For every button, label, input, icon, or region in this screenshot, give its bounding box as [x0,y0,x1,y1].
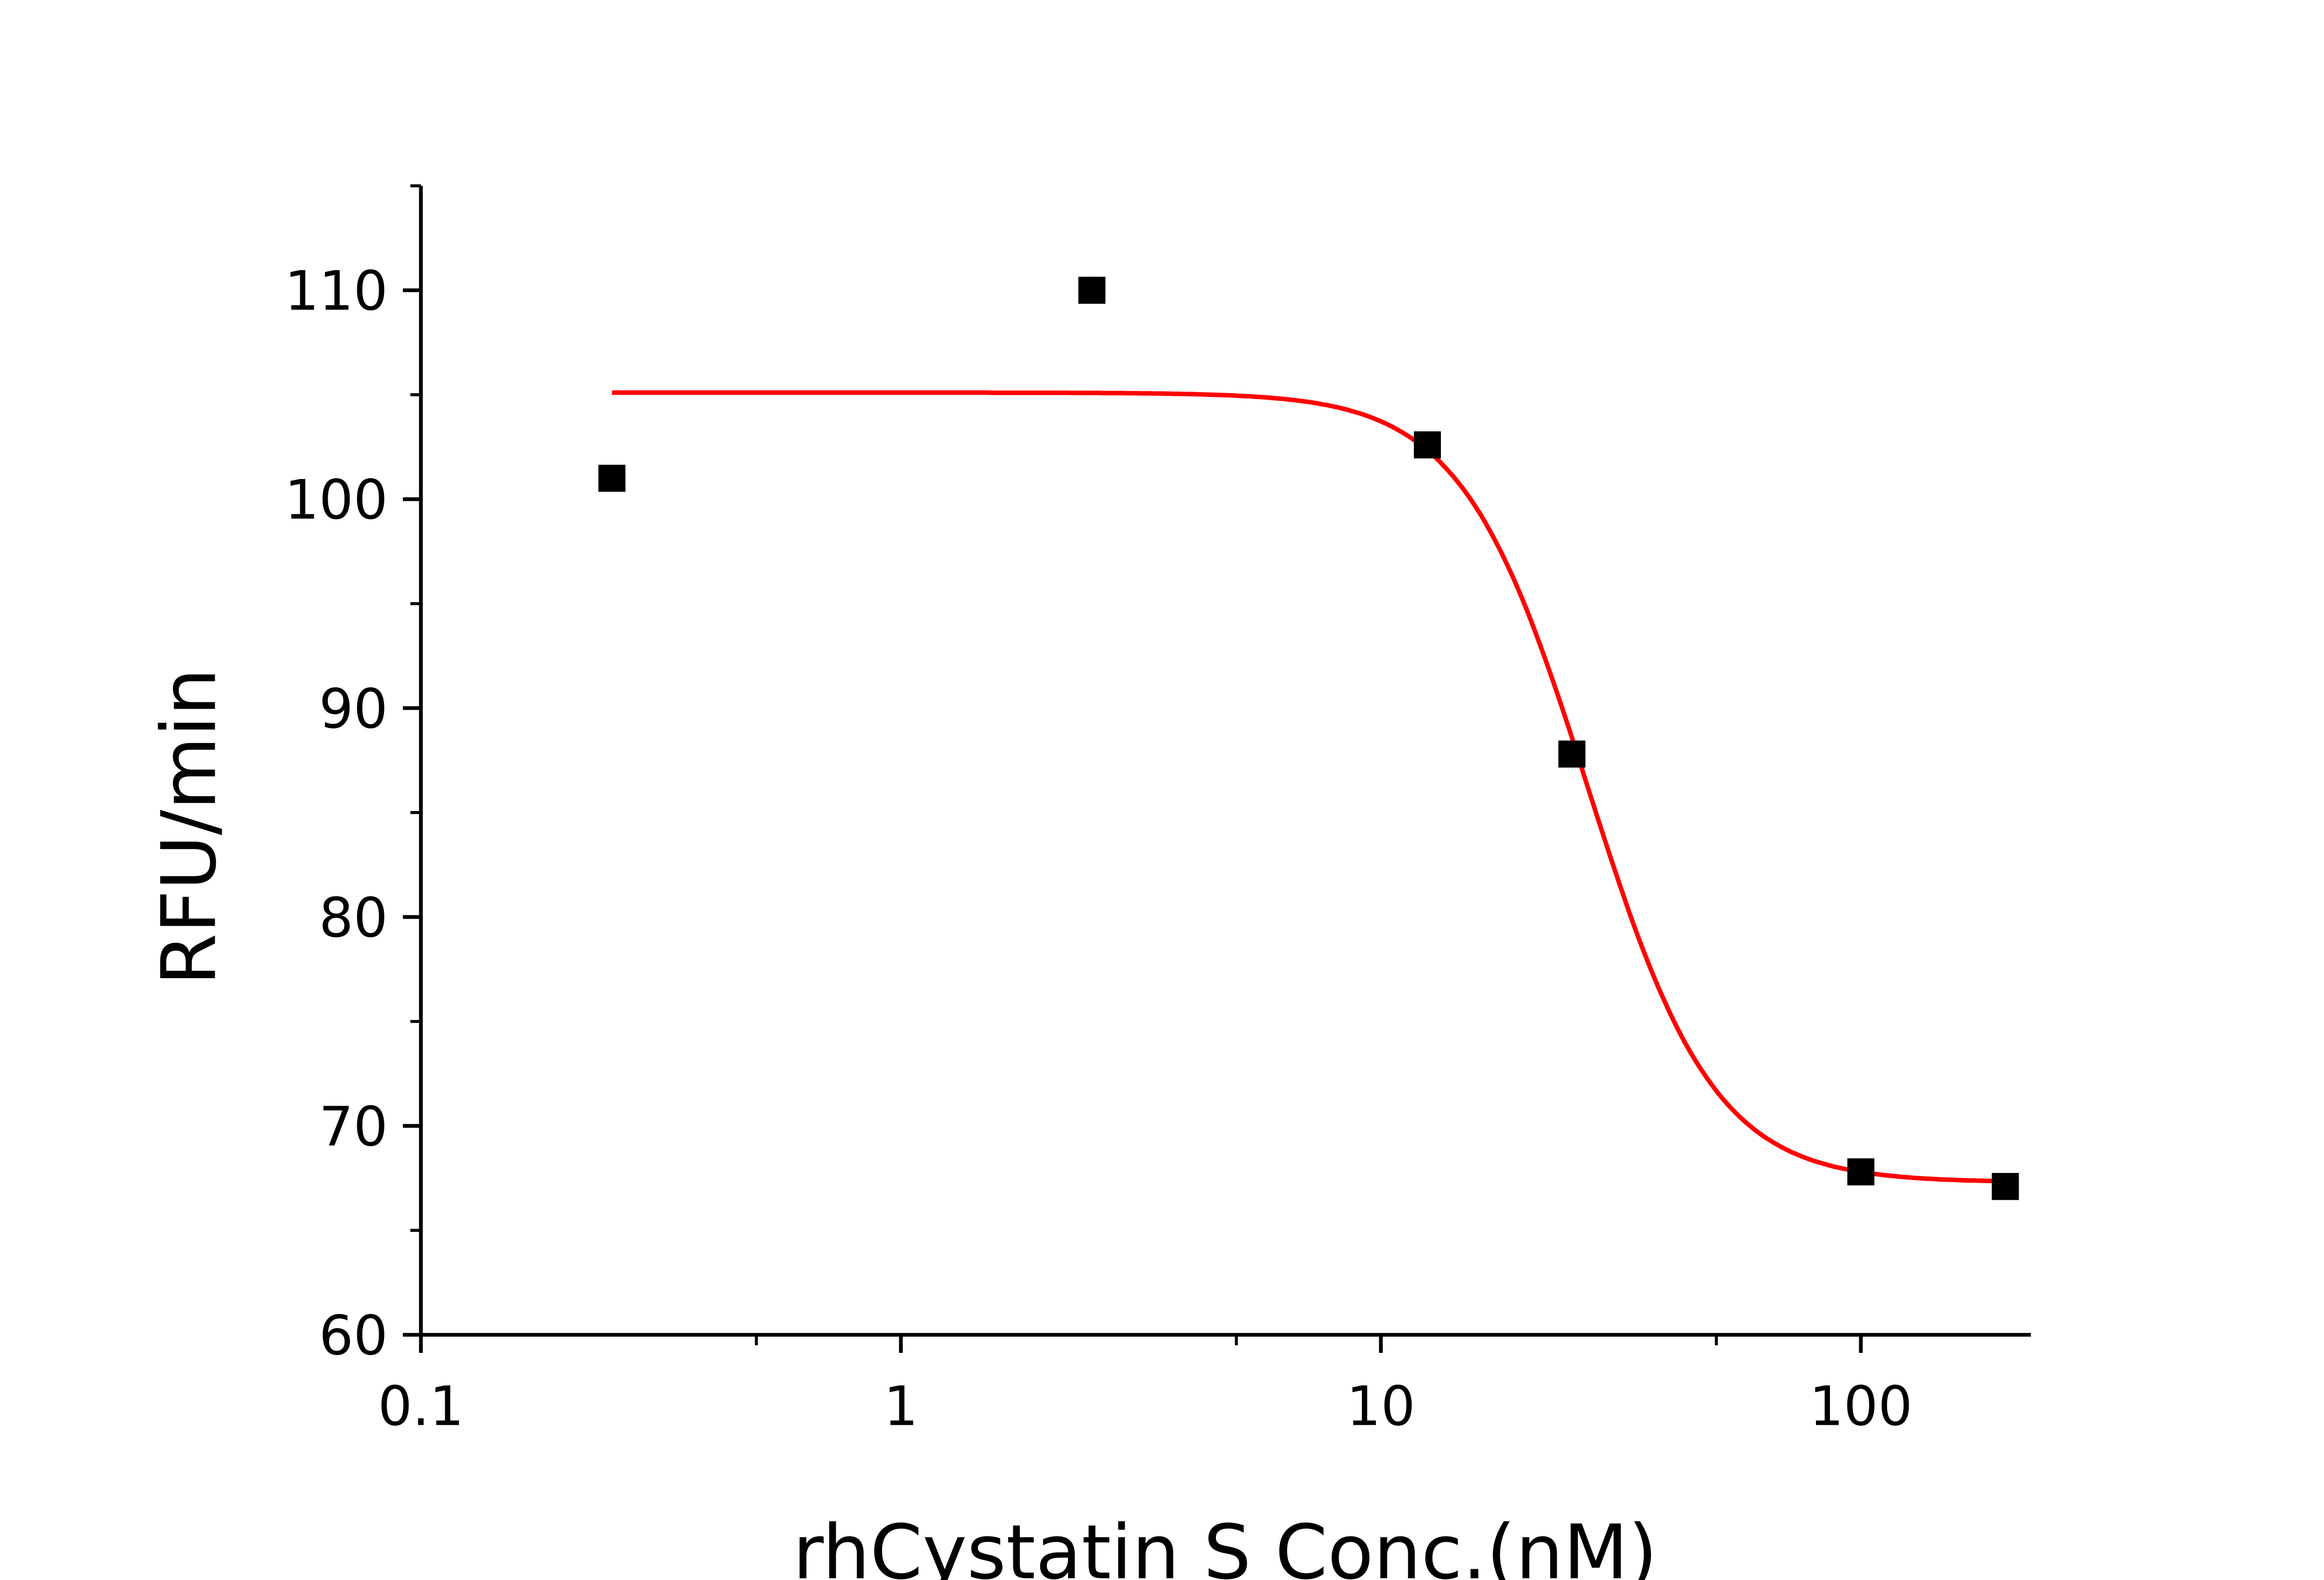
data-points [598,276,2019,1200]
data-point [1558,740,1585,768]
x-axis-label: rhCystatin S Conc.(nM) [793,1509,1657,1580]
data-point [1847,1158,1875,1185]
y-tick-label: 100 [284,469,388,532]
data-point [1078,276,1106,304]
y-axis-label: RFU/min [145,668,233,986]
fit-curve [612,390,2006,1184]
axes [419,185,2031,1337]
x-tick-label: 1 [884,1375,918,1438]
y-tick-label: 90 [319,678,388,741]
x-tick-label: 100 [1809,1375,1912,1438]
x-tick-label: 0.1 [378,1375,464,1438]
y-tick-label: 70 [319,1096,388,1159]
data-point [598,465,626,492]
data-point [1413,431,1441,459]
x-tick-label: 10 [1347,1375,1415,1438]
y-tick-label: 110 [284,260,388,323]
data-point [1992,1173,2019,1200]
y-tick-label: 80 [319,887,388,949]
fit-curve-group [612,390,2006,1184]
y-tick-label: 60 [319,1304,388,1367]
